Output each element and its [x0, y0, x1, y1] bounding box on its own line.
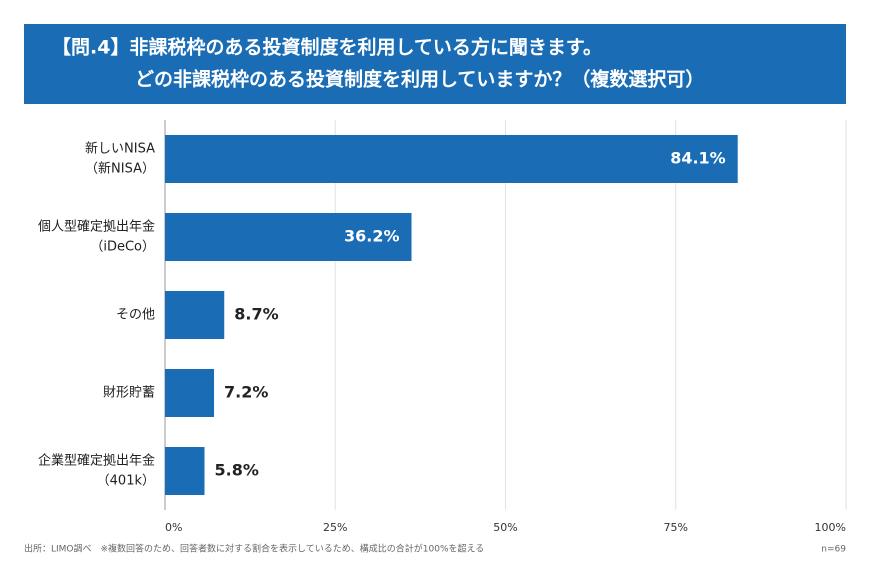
y-tick-label: 個人型確定拠出年金: [38, 219, 155, 235]
bar: [165, 447, 205, 495]
chart-title: 【問.4】非課税枠のある投資制度を利用している方に聞きます。: [52, 36, 602, 59]
y-tick-label: その他: [116, 308, 155, 323]
bar: [165, 213, 412, 261]
chart-title: どの非課税枠のある投資制度を利用していますか？（複数選択可）: [135, 68, 704, 91]
x-tick-label: 75%: [664, 521, 688, 534]
data-label: 5.8%: [214, 461, 258, 480]
source-note: 出所：LIMO調べ ※複数回答のため、回答者数に対する割合を表示しているため、構…: [24, 543, 484, 555]
bar: [165, 369, 215, 417]
sample-size: n=69: [821, 545, 846, 555]
x-tick-label: 100%: [815, 521, 846, 534]
data-label: 8.7%: [234, 305, 278, 324]
data-label: 84.1%: [670, 149, 726, 168]
data-label: 36.2%: [344, 227, 400, 246]
y-tick-label: （新NISA）: [85, 161, 155, 177]
y-tick-label: （401k）: [97, 474, 155, 489]
y-tick-label: 企業型確定拠出年金: [38, 453, 155, 469]
x-tick-label: 25%: [323, 521, 347, 534]
y-tick-label: 財形貯蓄: [103, 386, 155, 401]
bar: [165, 291, 225, 339]
x-tick-label: 50%: [493, 521, 517, 534]
title-banner: [24, 24, 846, 104]
data-label: 7.2%: [224, 383, 268, 402]
y-tick-label: （iDeCo）: [90, 240, 155, 255]
y-tick-label: 新しいNISA: [85, 141, 155, 157]
x-tick-label: 0%: [165, 521, 182, 534]
bar: [165, 135, 738, 183]
